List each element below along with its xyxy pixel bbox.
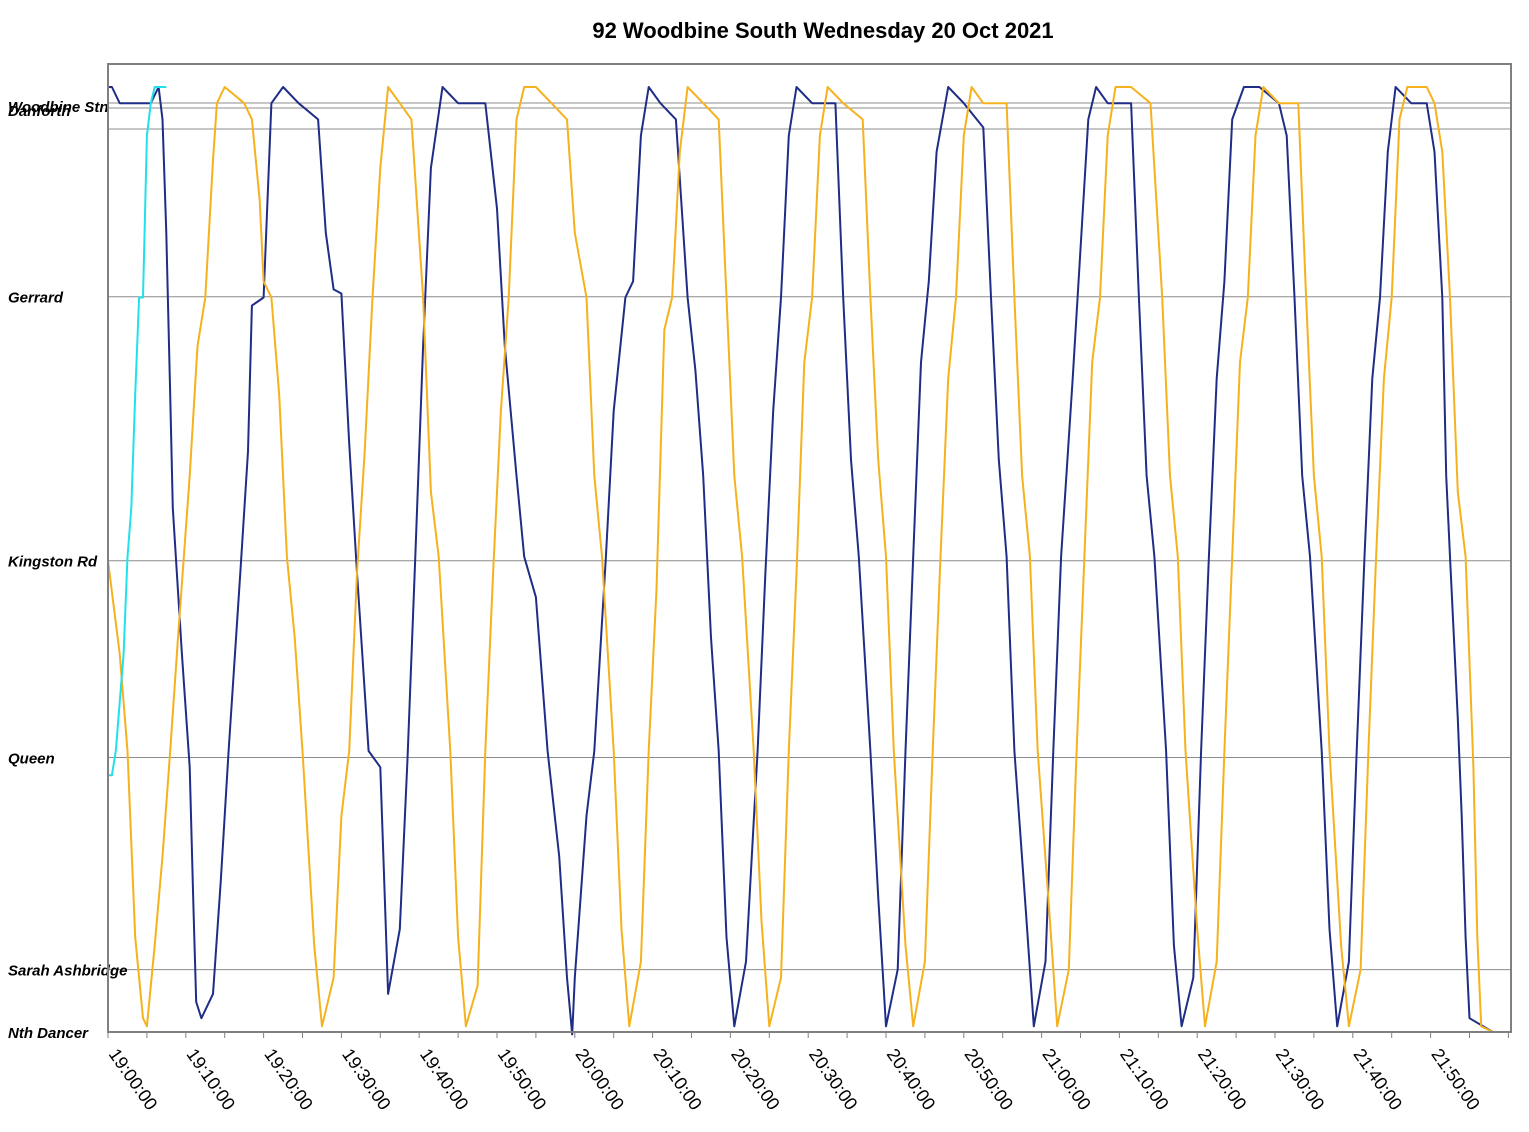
x-tick-label: 21:00:00 [1038, 1045, 1095, 1114]
series-line-3 [107, 86, 167, 832]
stop-label: Kingston Rd [8, 554, 98, 571]
x-tick-label: 20:40:00 [883, 1045, 940, 1114]
x-tick-label: 20:50:00 [961, 1045, 1018, 1114]
stop-label: Nth Dancer [8, 1025, 89, 1042]
stop-label: Woodbine Stn [8, 99, 109, 116]
plot-frame [107, 63, 1512, 1033]
grid-lines [108, 102, 1511, 971]
series-line-1 [108, 86, 1494, 1036]
x-tick-label: 19:30:00 [338, 1045, 395, 1114]
x-tick-label: 19:50:00 [494, 1045, 551, 1114]
series-lines [107, 86, 1494, 1036]
x-tick-label: 19:10:00 [183, 1045, 240, 1114]
x-tick-label: 21:20:00 [1194, 1045, 1251, 1114]
x-tick-label: 19:00:00 [105, 1045, 162, 1114]
x-axis-ticks: 19:00:00 19:10:00 19:20:00 19:30:00 19:40:00… [105, 1032, 1509, 1114]
x-tick-label: 20:20:00 [727, 1045, 784, 1114]
x-tick-label: 20:10:00 [649, 1045, 706, 1114]
series-line-2 [107, 86, 1494, 1033]
chart-title: 92 Woodbine South Wednesday 20 Oct 2021 [592, 18, 1053, 43]
stop-label: Sarah Ashbridge [8, 963, 127, 980]
x-tick-label: 19:40:00 [416, 1045, 473, 1114]
x-tick-label: 20:00:00 [572, 1045, 629, 1114]
x-tick-label: 21:50:00 [1427, 1045, 1484, 1114]
stop-label: Danforth [8, 103, 71, 120]
x-tick-label: 21:10:00 [1116, 1045, 1173, 1114]
stop-label: Gerrard [8, 290, 64, 307]
x-tick-label: 19:20:00 [260, 1045, 317, 1114]
stop-label: Queen [8, 750, 55, 767]
x-tick-label: 21:30:00 [1272, 1045, 1329, 1114]
x-tick-label: 21:40:00 [1350, 1045, 1407, 1114]
x-tick-label: 20:30:00 [805, 1045, 862, 1114]
